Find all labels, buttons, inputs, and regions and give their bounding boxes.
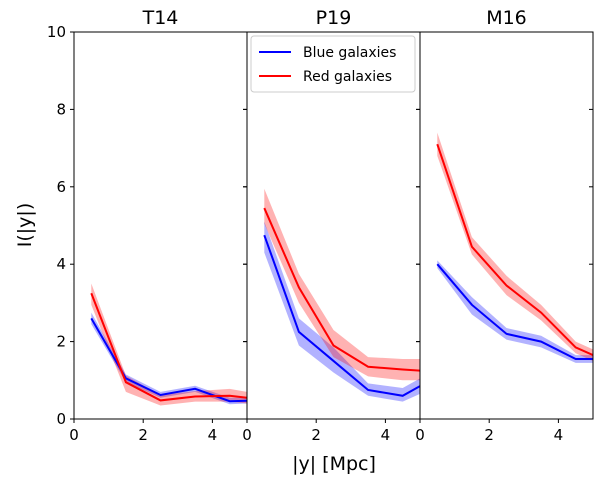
- y-tick-label: 8: [56, 100, 66, 118]
- panel-title: P19: [316, 7, 352, 29]
- plot-area: [436, 132, 593, 363]
- panels: 0 2 4 0 2 4 6 8 10 T14 0 2 4 P19 0 2 4 M16: [47, 7, 594, 444]
- x-tick-label: 4: [208, 426, 218, 444]
- panel-t14: 0 2 4 0 2 4 6 8 10 T14: [47, 7, 248, 444]
- x-tick-label: 2: [484, 426, 494, 444]
- x-tick-label: 2: [311, 426, 321, 444]
- y-tick-label: 6: [56, 178, 66, 196]
- y-axis-label: I(|y|): [14, 203, 36, 247]
- red-galaxies-line: [263, 207, 420, 372]
- x-tick-label: 4: [381, 426, 391, 444]
- blue-confidence-band: [264, 221, 420, 402]
- blue-galaxies-line: [263, 234, 420, 397]
- y-tick-label: 0: [56, 410, 66, 428]
- plot-area: [90, 283, 247, 406]
- panel-title: M16: [486, 7, 527, 29]
- x-tick-label: 0: [242, 426, 252, 444]
- y-tick-label: 10: [47, 23, 66, 41]
- plot-area: [263, 188, 420, 402]
- panel-frame: [419, 31, 594, 420]
- blue-confidence-band: [437, 260, 593, 363]
- y-tick-label: 2: [56, 333, 66, 351]
- x-axis-label: |y| [Mpc]: [292, 453, 376, 475]
- y-tick-label: 4: [56, 255, 66, 273]
- x-tick-label: 0: [69, 426, 79, 444]
- blue-galaxies-line: [90, 317, 247, 403]
- red-confidence-band: [264, 188, 420, 381]
- legend: Blue galaxies Red galaxies: [250, 35, 416, 93]
- red-galaxies-line: [436, 143, 593, 357]
- panel-m16: 0 2 4 M16: [415, 7, 594, 444]
- x-tick-label: 0: [415, 426, 425, 444]
- legend-label: Blue galaxies: [303, 45, 396, 61]
- panel-title: T14: [142, 7, 179, 29]
- red-confidence-band: [437, 132, 593, 361]
- panel-p19: 0 2 4 P19: [242, 7, 421, 444]
- panel-frame: [73, 31, 248, 420]
- legend-label: Red galaxies: [303, 69, 392, 85]
- red-galaxies-line: [90, 292, 247, 402]
- red-confidence-band: [91, 283, 247, 406]
- legend-box: [250, 35, 416, 93]
- blue-galaxies-line: [436, 263, 593, 361]
- x-tick-label: 2: [138, 426, 148, 444]
- x-tick-label: 4: [554, 426, 564, 444]
